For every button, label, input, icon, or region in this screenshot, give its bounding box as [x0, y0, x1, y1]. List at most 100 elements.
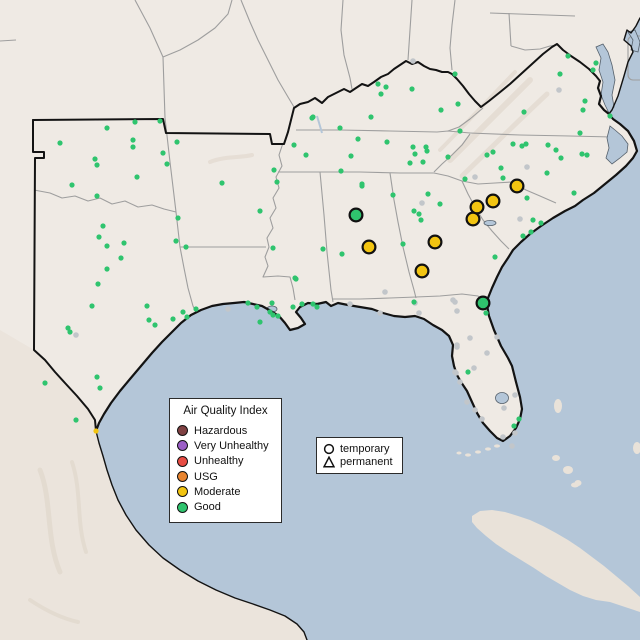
station-dot-good — [511, 423, 517, 429]
station-dot-good — [299, 301, 305, 307]
station-dot-good — [180, 309, 186, 315]
station-dot-good — [94, 162, 100, 168]
station-dot-good — [490, 149, 496, 155]
hazardous-dot-icon — [177, 425, 188, 437]
legend-label: Unhealthy — [194, 455, 244, 468]
station-dot-good — [409, 86, 415, 92]
station-dot-good — [390, 192, 396, 198]
station-dot-inactive — [472, 407, 478, 413]
station-dot-good — [173, 238, 179, 244]
station-dot-good — [121, 240, 127, 246]
station-dot-good — [97, 385, 103, 391]
station-dot-inactive — [484, 350, 490, 356]
station-dot-inactive — [472, 174, 478, 180]
station-dot-good — [338, 168, 344, 174]
station-dot-good — [571, 190, 577, 196]
station-dot-good — [500, 175, 506, 181]
station-dot-good — [219, 180, 225, 186]
legend-label: Hazardous — [194, 424, 248, 437]
station-dot-good — [257, 319, 263, 325]
aqi-monitor-moderate — [485, 193, 501, 209]
station-dot-good — [132, 119, 138, 125]
legend-item-hazardous: Hazardous — [177, 423, 274, 438]
terrain-relief — [28, 70, 550, 624]
station-dot-good — [418, 217, 424, 223]
station-dot-inactive — [419, 200, 425, 206]
aqi-monitor-moderate — [427, 234, 443, 250]
station-dot-good — [339, 251, 345, 257]
station-dot-inactive — [377, 310, 383, 316]
station-dot-inactive — [410, 58, 416, 64]
station-dot-inactive — [347, 301, 353, 307]
aqi-legend: Air Quality Index Hazardous Very Unhealt… — [169, 398, 282, 523]
legend-item-unhealthy: Unhealthy — [177, 454, 274, 469]
station-dot-good — [523, 141, 529, 147]
cuba-island — [472, 510, 640, 612]
station-dot-good — [457, 128, 463, 134]
station-dot-inactive — [450, 297, 456, 303]
station-dot-good — [130, 144, 136, 150]
station-dot-good — [160, 150, 166, 156]
station-dot-good — [183, 244, 189, 250]
legend-item-moderate: Moderate — [177, 484, 274, 499]
station-dot-good — [538, 220, 544, 226]
station-dot-good — [516, 416, 522, 422]
aqi-monitor-moderate — [361, 239, 377, 255]
station-dot-good — [291, 142, 297, 148]
station-dot-good — [134, 174, 140, 180]
permanent-triangle-icon — [323, 456, 335, 468]
station-dot-good — [42, 380, 48, 386]
station-dot-good — [553, 147, 559, 153]
station-dot-good — [407, 160, 413, 166]
station-dot-good — [400, 241, 406, 247]
station-dot-good — [292, 275, 298, 281]
mexico-land — [0, 330, 307, 640]
station-dot-good — [118, 255, 124, 261]
islands — [456, 399, 640, 488]
aqi-monitor-moderate — [469, 199, 485, 215]
station-dot-good — [104, 266, 110, 272]
station-dot-good — [94, 374, 100, 380]
station-dot-good — [170, 316, 176, 322]
station-dot-inactive — [73, 332, 79, 338]
station-dot-good — [425, 191, 431, 197]
station-dot-good — [524, 195, 530, 201]
legend-item-temporary: temporary — [323, 442, 396, 456]
station-dot-inactive — [471, 365, 477, 371]
legend-label: Very Unhealthy — [194, 439, 269, 452]
aqi-monitor-good — [475, 295, 491, 311]
station-dot-good — [320, 246, 326, 252]
station-dot-good — [530, 217, 536, 223]
station-dot-good — [545, 142, 551, 148]
station-dot-good — [270, 245, 276, 251]
station-dot-good — [152, 322, 158, 328]
station-dot-good — [412, 151, 418, 157]
station-dot-good — [384, 139, 390, 145]
station-dot-good — [314, 304, 320, 310]
station-dot-good — [100, 223, 106, 229]
station-dot-inactive — [509, 443, 515, 449]
station-dot-good — [410, 144, 416, 150]
station-dot-inactive — [500, 434, 506, 440]
very-unhealthy-dot-icon — [177, 440, 188, 452]
station-dot-good — [146, 317, 152, 323]
station-dot-good — [348, 153, 354, 159]
legend-label: permanent — [340, 456, 393, 469]
station-dot-good — [274, 179, 280, 185]
station-dot-good — [89, 303, 95, 309]
unhealthy-dot-icon — [177, 455, 188, 467]
station-dot-good — [607, 113, 613, 119]
station-dot-good — [411, 208, 417, 214]
station-dot-inactive — [494, 334, 500, 340]
temporary-circle-icon — [323, 443, 335, 454]
station-dot-inactive — [454, 308, 460, 314]
station-dot-inactive — [225, 306, 231, 312]
station-dot-good — [445, 154, 451, 160]
aqi-monitor-moderate — [465, 211, 481, 227]
aqi-monitor-moderate — [414, 263, 430, 279]
station-dot-inactive — [479, 416, 485, 422]
station-dot-good — [245, 300, 251, 306]
station-dot-good — [593, 60, 599, 66]
legend-item-permanent: permanent — [323, 456, 396, 470]
